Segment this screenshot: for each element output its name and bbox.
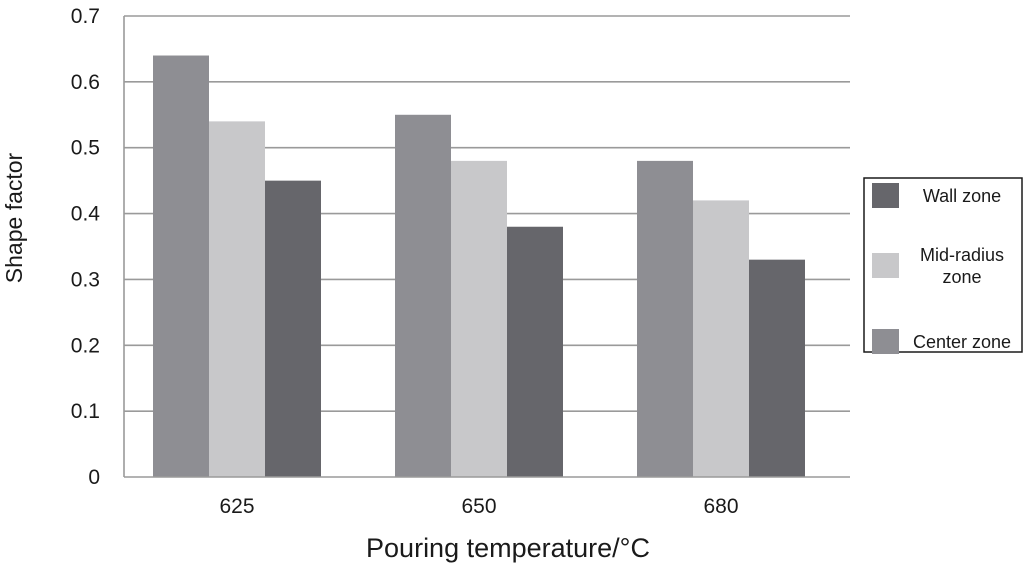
legend-label: zone (942, 267, 981, 287)
legend-swatch (872, 183, 899, 208)
bar-mid-radius-zone-680 (693, 200, 749, 477)
x-category-label: 625 (219, 495, 254, 518)
axes (123, 16, 850, 478)
y-tick-label: 0.5 (71, 137, 100, 160)
y-tick-label: 0.4 (71, 203, 101, 226)
legend-swatch (872, 253, 899, 278)
bar-wall-zone-680 (749, 259, 805, 477)
legend-label: Mid-radius (920, 245, 1004, 265)
x-category-labels: 625 650 680 (219, 495, 738, 518)
y-tick-label: 0.6 (71, 71, 100, 94)
bar-center-zone-625 (153, 55, 209, 478)
y-tick-label: 0.1 (71, 400, 100, 423)
x-category-label: 680 (703, 495, 738, 518)
y-tick-label: 0.7 (71, 5, 100, 28)
y-tick-labels: 0 0.1 0.2 0.3 0.4 0.5 0.6 0.7 (71, 5, 101, 489)
x-category-label: 650 (461, 495, 496, 518)
bar-mid-radius-zone-625 (209, 121, 265, 477)
bar-center-zone-680 (637, 160, 693, 477)
y-tick-label: 0 (88, 466, 100, 489)
y-axis-title: Shape factor (1, 152, 27, 283)
legend-label: Center zone (913, 332, 1011, 352)
legend-swatch (872, 329, 899, 354)
y-tick-label: 0.3 (71, 268, 100, 291)
bar-center-zone-650 (395, 114, 451, 478)
y-tick-label: 0.2 (71, 334, 100, 357)
bar-wall-zone-650 (507, 226, 563, 477)
bars (153, 55, 805, 478)
legend-label: Wall zone (923, 186, 1001, 206)
x-axis-title: Pouring temperature/°C (366, 533, 650, 563)
bar-mid-radius-zone-650 (451, 160, 507, 477)
bar-wall-zone-625 (265, 180, 321, 477)
